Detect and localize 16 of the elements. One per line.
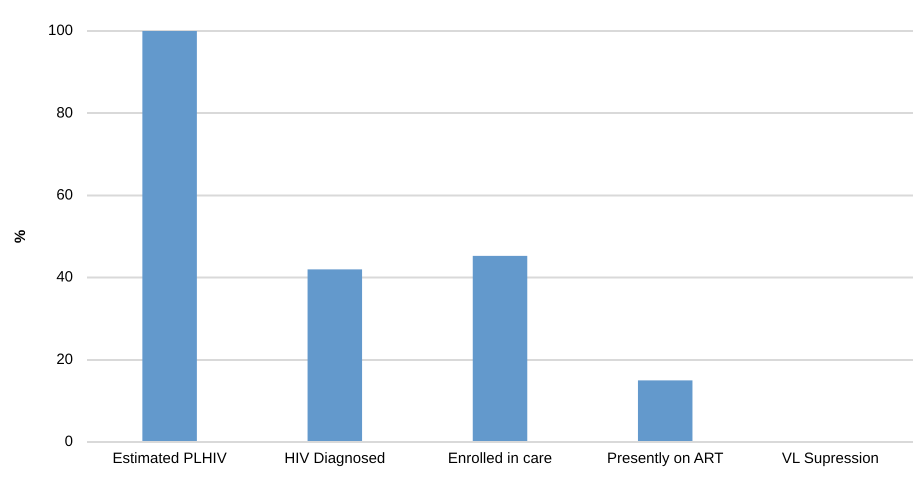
y-tick-label: 20: [56, 350, 74, 368]
y-axis-title: %: [12, 230, 30, 244]
x-tick-label: Estimated PLHIV: [112, 450, 227, 468]
y-tick-label: 60: [56, 186, 74, 204]
x-tick-label: HIV Diagnosed: [284, 450, 386, 468]
bar: [472, 256, 528, 441]
y-tick-label: 100: [48, 22, 74, 40]
x-tick-label: VL Supression: [782, 450, 879, 468]
x-tick-label: Enrolled in care: [448, 450, 552, 468]
bar: [142, 31, 197, 441]
bar: [308, 269, 362, 441]
y-tick-label: 80: [56, 104, 74, 122]
y-tick-label: 0: [64, 433, 74, 450]
bar: [638, 380, 692, 441]
y-tick-label: 40: [56, 268, 74, 286]
x-tick-label: Presently on ART: [606, 450, 724, 468]
